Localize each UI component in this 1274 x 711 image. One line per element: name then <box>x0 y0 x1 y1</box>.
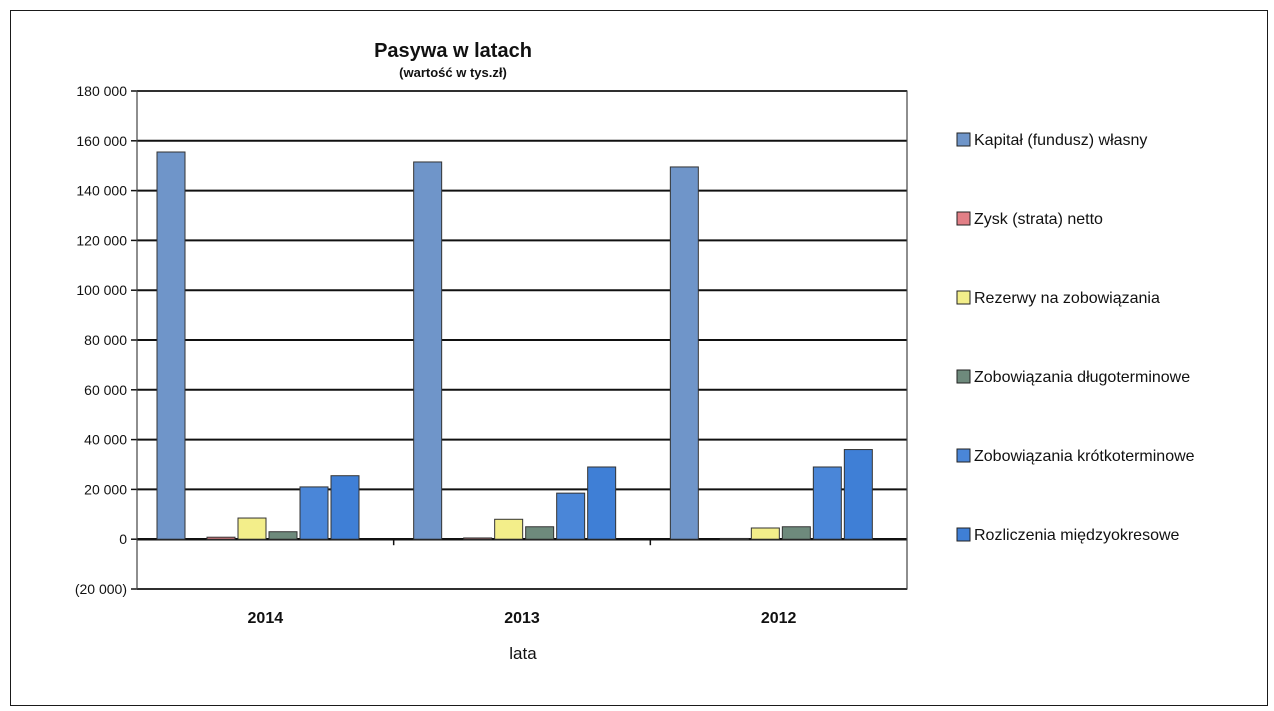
legend-label: Zobowiązania długoterminowe <box>974 369 1190 386</box>
legend-swatch <box>956 448 971 463</box>
legend-label: Rezerwy na zobowiązania <box>974 290 1160 307</box>
bar <box>237 517 267 540</box>
x-tick-label: 2012 <box>761 610 797 627</box>
legend-swatch <box>956 211 971 226</box>
bar <box>330 475 360 540</box>
y-tick-label: 180 000 <box>76 83 127 99</box>
bar <box>556 492 586 540</box>
bar <box>669 166 699 540</box>
bar <box>156 151 186 540</box>
legend-label: Zobowiązania krótkoterminowe <box>974 448 1195 465</box>
x-tick-label: 2013 <box>504 610 540 627</box>
legend: Kapitał (fundusz) własny Zysk (strata) ne… <box>956 132 1195 544</box>
bar <box>206 536 236 540</box>
y-tick-label: (20 000) <box>75 581 127 597</box>
bar <box>812 466 842 540</box>
x-tick-label: 2014 <box>248 610 284 627</box>
plot-area <box>136 90 908 590</box>
bar <box>525 526 555 540</box>
legend-label: Rozliczenia międzyokresowe <box>974 527 1180 544</box>
bar <box>587 466 617 540</box>
x-axis-label: lata <box>509 644 537 663</box>
grid-lines <box>137 90 907 590</box>
bar <box>494 518 524 540</box>
bar <box>413 161 443 540</box>
y-tick-label: 20 000 <box>84 481 127 497</box>
bar <box>299 486 329 540</box>
y-tick-label: 100 000 <box>76 282 127 298</box>
y-tick-label: 120 000 <box>76 232 127 248</box>
axes: (20 000) 0 20 000 40 000 60 000 80 000 100 000… <box>75 83 908 627</box>
bar <box>719 537 749 540</box>
chart-canvas: Pasywa w latach (wartość w tys.zł) (20 0… <box>75 40 1195 663</box>
y-tick-label: 140 000 <box>76 183 127 199</box>
legend-swatch <box>956 369 971 384</box>
chart-subtitle: (wartość w tys.zł) <box>399 65 507 80</box>
y-tick-label: 160 000 <box>76 133 127 149</box>
legend-label: Kapitał (fundusz) własny <box>974 132 1147 149</box>
y-tick-label: 0 <box>119 531 127 547</box>
y-tick-label: 60 000 <box>84 382 127 398</box>
chart-title: Pasywa w latach <box>374 40 532 62</box>
legend-swatch <box>956 527 971 542</box>
legend-swatch <box>956 290 971 305</box>
bar <box>750 527 780 540</box>
y-tick-label: 40 000 <box>84 432 127 448</box>
bars <box>156 151 873 540</box>
bar <box>268 531 298 540</box>
legend-swatch <box>956 132 971 147</box>
legend-label: Zysk (strata) netto <box>974 211 1103 228</box>
bar <box>463 537 493 540</box>
bar <box>843 449 873 540</box>
chart-frame: Pasywa w latach (wartość w tys.zł) (20 0… <box>10 10 1268 706</box>
y-tick-label: 80 000 <box>84 332 127 348</box>
bar <box>781 526 811 540</box>
